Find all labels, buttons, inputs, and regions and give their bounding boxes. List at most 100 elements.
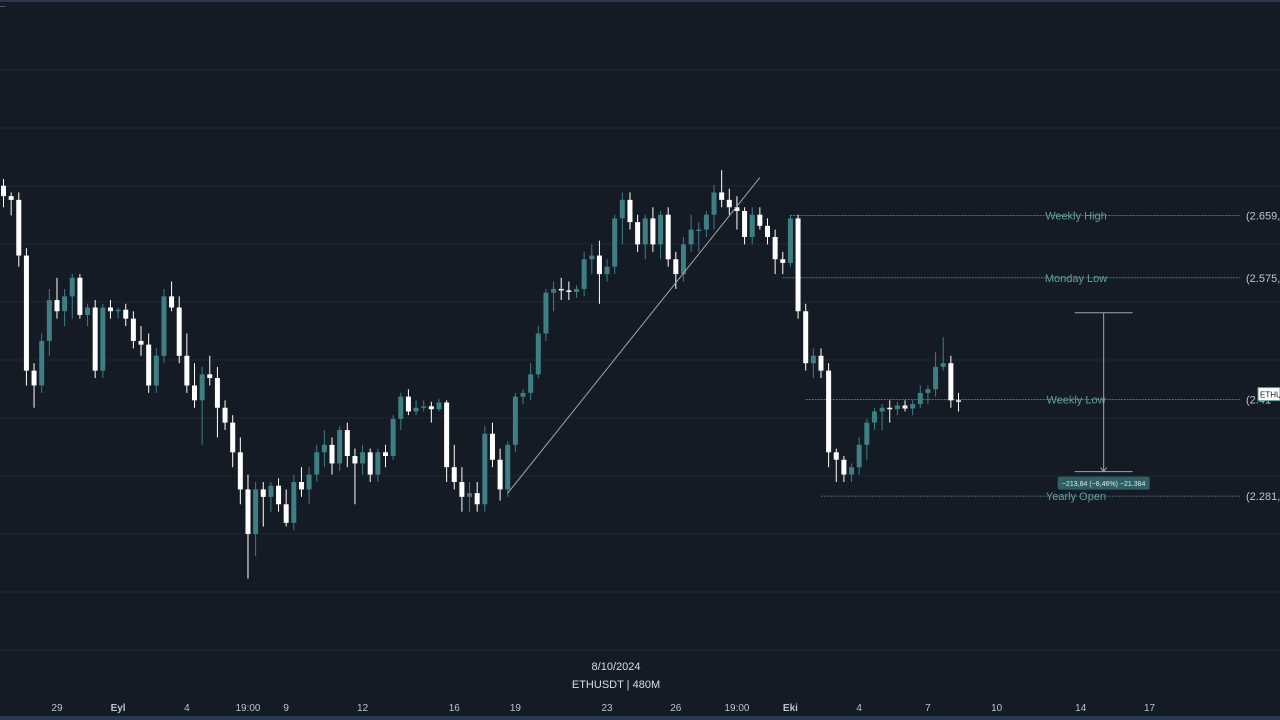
x-tick-label: 12	[357, 703, 369, 714]
candle-body	[54, 300, 60, 312]
candle-body	[665, 214, 671, 260]
candle-body	[589, 255, 595, 260]
level-price-label: (2.575,	[1246, 273, 1280, 285]
candle-body	[161, 296, 167, 356]
candle-body	[596, 255, 602, 275]
candle-body	[528, 374, 534, 393]
level-price-label: (2.659,	[1246, 210, 1280, 222]
candle-body	[237, 452, 243, 490]
top-border	[0, 0, 1280, 2]
candle-body	[574, 288, 579, 292]
candle-body	[688, 229, 694, 245]
time-axis: 29 Eyl 4 19:00 9 12 16 19 23 26 19:00 Eki 4 7 10 14 17	[51, 703, 1155, 714]
candle-body	[230, 422, 236, 453]
candle-body	[719, 192, 725, 200]
candle-body	[627, 199, 633, 223]
candle-body	[642, 218, 648, 245]
candle-body	[581, 259, 587, 289]
x-tick-label: 4	[184, 703, 190, 714]
candle-body	[123, 309, 129, 319]
candle-body	[459, 482, 465, 497]
candle-body	[551, 288, 557, 293]
measure-arrow	[1100, 467, 1108, 473]
level-label: Weekly Low	[1046, 395, 1105, 407]
candle-body	[306, 474, 312, 490]
x-tick-label: 29	[51, 703, 63, 714]
x-tick-label: 19	[510, 703, 522, 714]
candle-body	[69, 277, 75, 297]
bottom-border	[0, 716, 1280, 720]
candle-body	[864, 422, 870, 445]
candle-body	[46, 300, 52, 341]
candle-body	[856, 444, 862, 468]
candle-body	[803, 311, 809, 364]
x-tick-label: 7	[925, 703, 931, 714]
candle-body	[543, 292, 549, 334]
candle-body	[871, 411, 877, 423]
candle-body	[130, 318, 136, 341]
candle-body	[482, 433, 488, 505]
candle-body	[1, 185, 6, 197]
candle-body	[291, 482, 297, 523]
candle-body	[16, 199, 22, 256]
candle-body	[558, 288, 564, 291]
candle-body	[757, 214, 763, 226]
candle-body	[153, 355, 159, 386]
candle-body	[566, 290, 572, 292]
candle-body	[749, 214, 755, 237]
candle-body	[497, 459, 503, 490]
candle-body	[107, 307, 113, 312]
candle-body	[772, 236, 778, 260]
x-tick-label: 10	[991, 703, 1003, 714]
level-lines: Weekly High (2.659, Monday Low (2.575, Weekl…	[782, 210, 1280, 503]
x-tick-label: 26	[670, 703, 682, 714]
candle-body	[780, 259, 786, 263]
x-tick-label: 23	[601, 703, 613, 714]
candle-body	[810, 355, 816, 364]
x-tick-label: 19:00	[724, 703, 749, 714]
candle-body	[887, 407, 893, 410]
candle-body	[405, 396, 411, 412]
candle-body	[879, 407, 885, 412]
candle-body	[726, 199, 732, 208]
candle-body	[520, 392, 526, 397]
candle-body	[146, 344, 152, 386]
candle-body	[169, 296, 175, 308]
candle-body	[207, 374, 213, 379]
candle-body	[940, 363, 946, 367]
candle-body	[192, 385, 197, 401]
candle-body	[92, 307, 98, 371]
x-tick-label: Eki	[783, 703, 798, 714]
corner-marker	[0, 6, 6, 10]
grid-lines	[0, 69, 1280, 651]
candle-body	[917, 392, 923, 405]
candle-body	[413, 407, 419, 412]
candle-body	[344, 430, 350, 457]
candle-body	[849, 467, 855, 475]
candle-body	[833, 452, 839, 460]
candle-body	[604, 266, 610, 275]
candle-body	[245, 489, 251, 534]
measure-label-bg	[1057, 476, 1150, 490]
candle-body	[795, 218, 801, 312]
measure-label: −213,84 (−8,46%) −21.384	[1062, 481, 1146, 488]
candle-body	[467, 493, 473, 497]
candle-body	[512, 396, 518, 445]
candle-body	[298, 482, 304, 490]
chart-footer: 8/10/2024 ETHUSDT | 480M	[572, 661, 660, 691]
candle-body	[390, 418, 396, 457]
candle-body	[268, 485, 274, 497]
candle-body	[199, 374, 205, 401]
candle-body	[650, 218, 656, 245]
candle-body	[451, 467, 457, 482]
candle-body	[734, 207, 740, 211]
candles	[1, 170, 961, 579]
level-label: Monday Low	[1045, 273, 1107, 285]
candle-body	[260, 489, 266, 497]
candle-body	[673, 259, 679, 275]
candle-body	[62, 296, 68, 312]
candle-body	[902, 405, 908, 409]
x-tick-label: 17	[1144, 703, 1156, 714]
